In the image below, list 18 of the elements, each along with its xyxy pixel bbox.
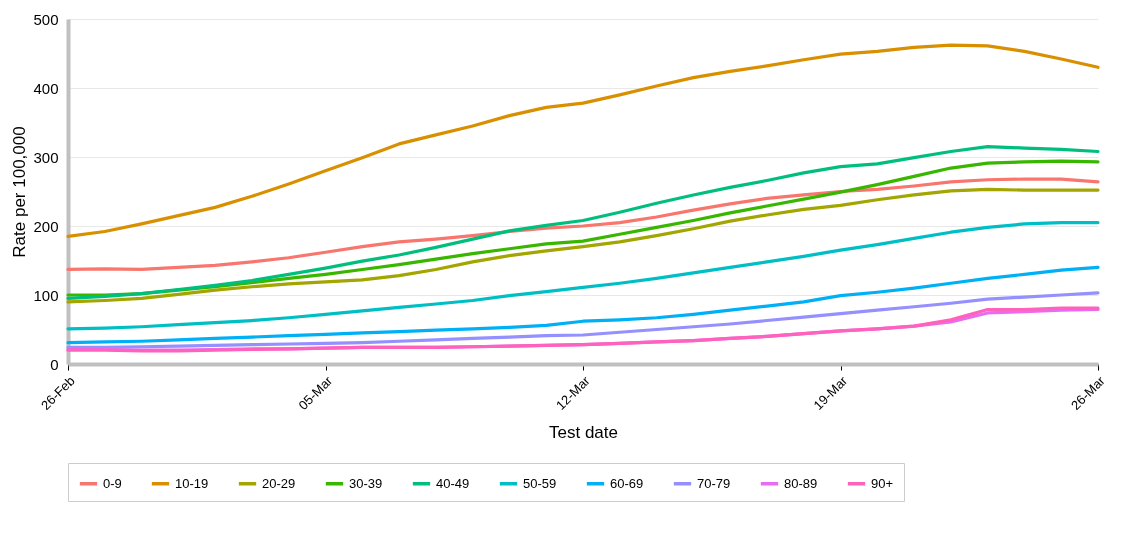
legend-label: 60-69: [610, 475, 644, 491]
legend-label: 20-29: [262, 475, 296, 491]
y-tick-label: 0: [50, 355, 59, 373]
legend-label: 30-39: [349, 475, 383, 491]
legend-label: 90+: [871, 475, 894, 491]
y-axis-title: Rate per 100,000: [10, 126, 30, 258]
legend-label: 50-59: [523, 475, 557, 491]
y-tick-label: 500: [33, 10, 59, 28]
y-tick-label: 400: [33, 79, 59, 97]
legend-label: 40-49: [436, 475, 470, 491]
legend-label: 70-79: [697, 475, 731, 491]
legend-label: 10-19: [175, 475, 209, 491]
y-tick-label: 200: [33, 217, 59, 235]
legend-label: 0-9: [103, 475, 122, 491]
x-axis-title: Test date: [549, 422, 618, 442]
y-tick-label: 300: [33, 148, 59, 166]
legend-label: 80-89: [784, 475, 818, 491]
y-tick-label: 100: [33, 286, 59, 304]
